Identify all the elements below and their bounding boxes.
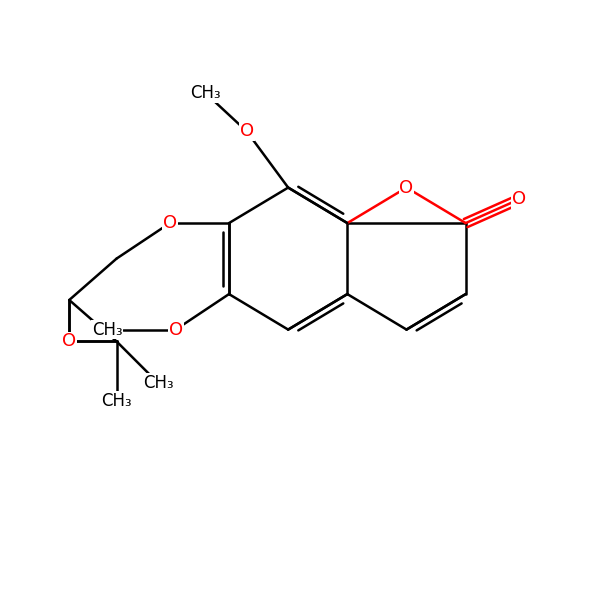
- Text: CH₃: CH₃: [143, 374, 173, 392]
- Text: O: O: [62, 332, 76, 350]
- Text: CH₃: CH₃: [190, 84, 221, 102]
- Text: CH₃: CH₃: [101, 392, 132, 410]
- Text: O: O: [169, 320, 183, 338]
- Text: O: O: [239, 122, 254, 140]
- Text: O: O: [163, 214, 177, 232]
- Text: O: O: [512, 190, 526, 208]
- Text: O: O: [400, 179, 413, 197]
- Text: CH₃: CH₃: [92, 320, 122, 338]
